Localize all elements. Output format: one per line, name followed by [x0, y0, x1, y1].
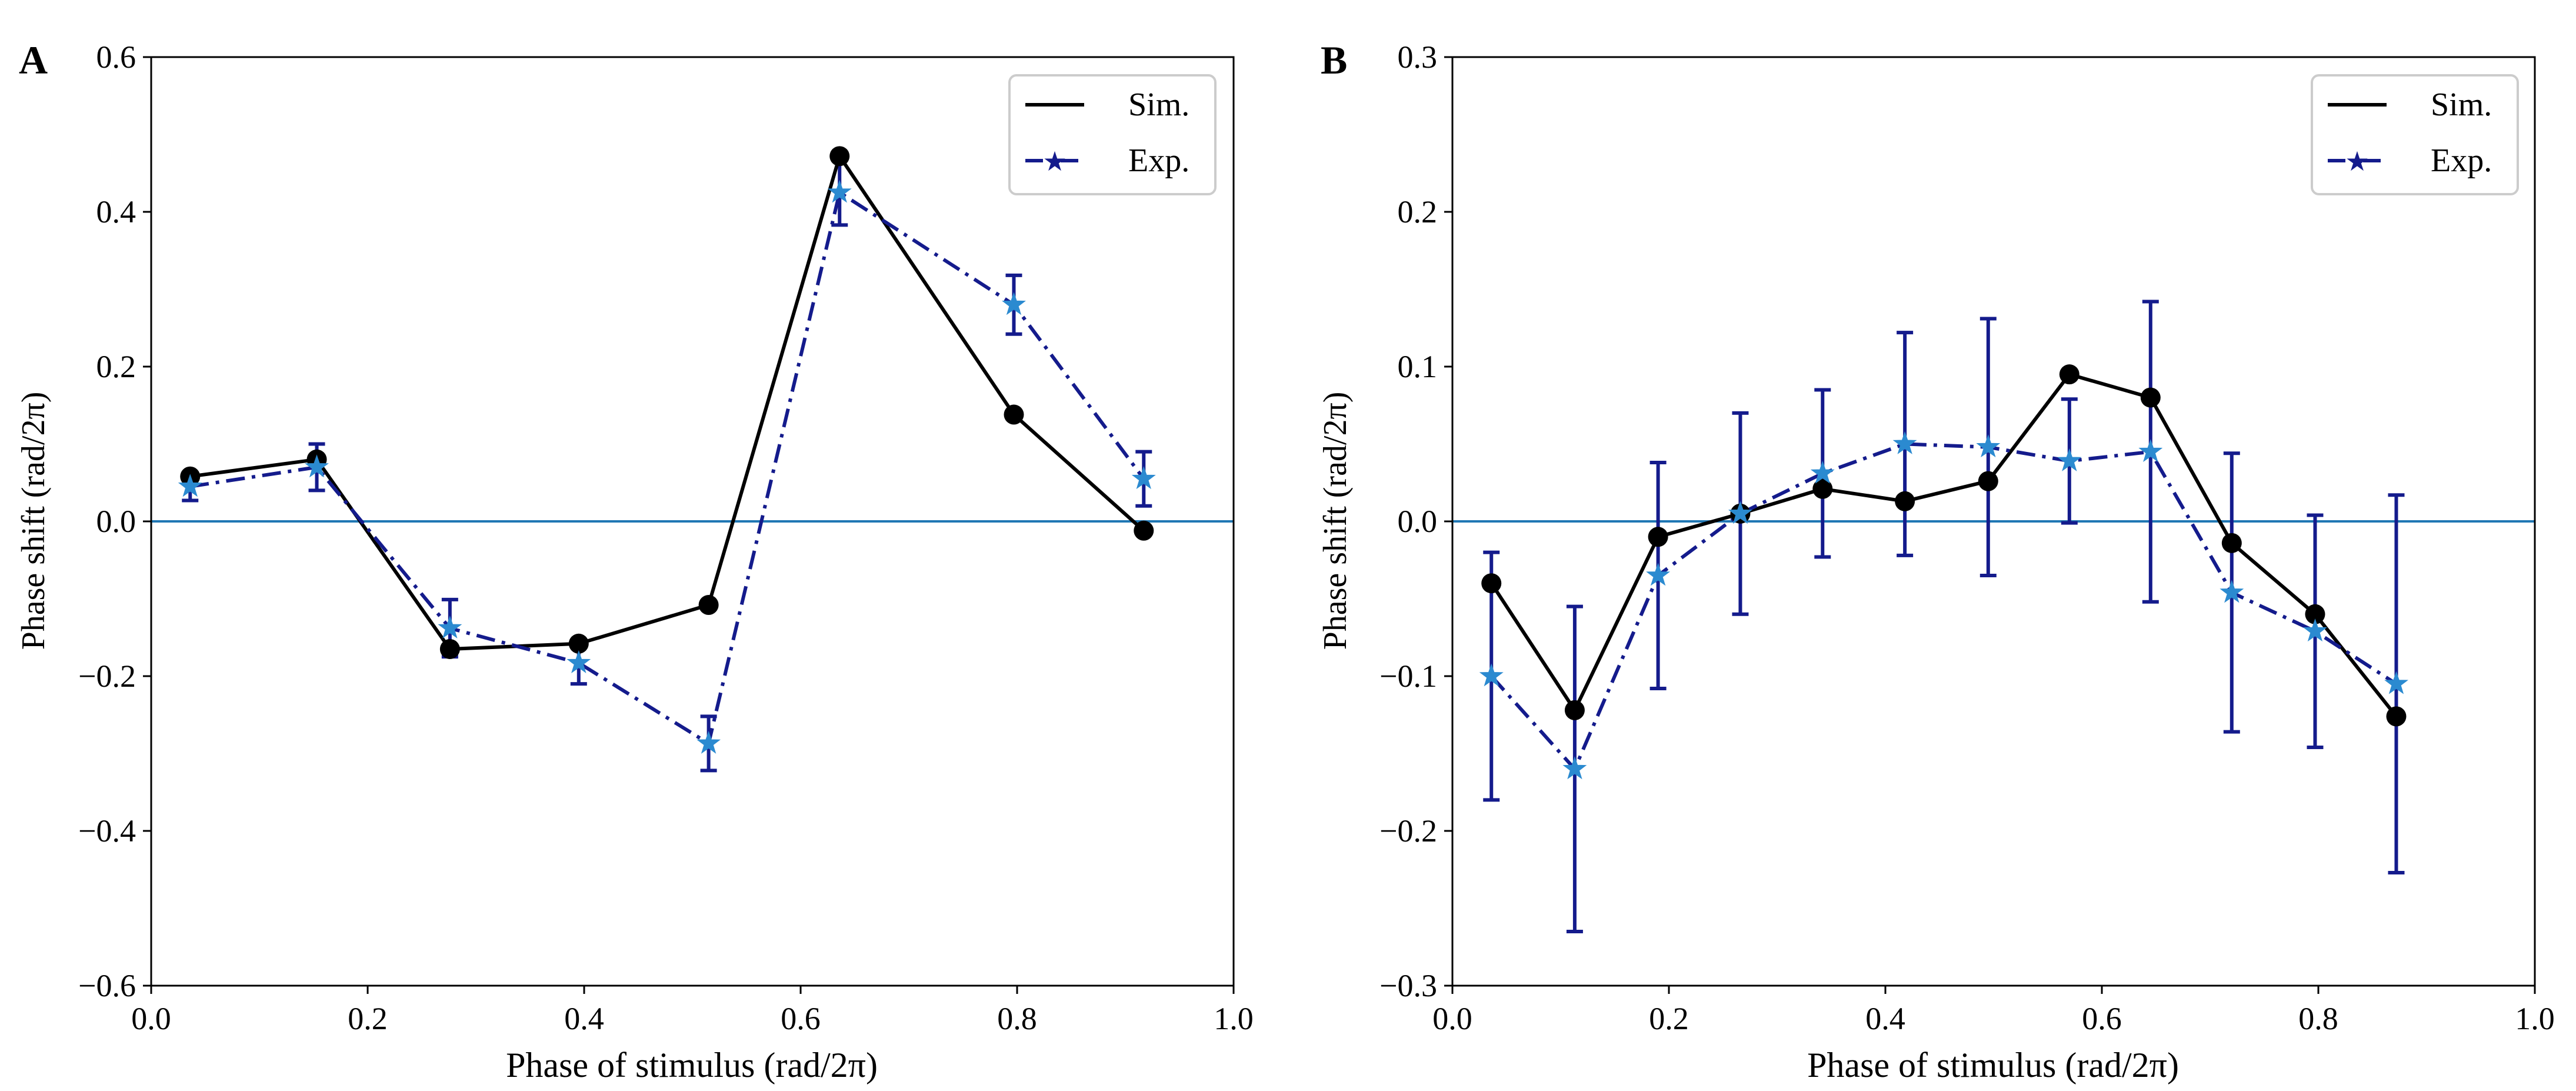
exp-point-a	[1002, 292, 1026, 315]
y-tick-label-b: 0.2	[1398, 194, 1438, 229]
x-tick-label-b: 0.6	[2082, 1001, 2122, 1036]
exp-point-b	[1892, 431, 1917, 454]
exp-point-b	[2384, 671, 2408, 694]
y-tick-label-a: 0.4	[96, 194, 136, 229]
exp-point-a	[438, 615, 462, 638]
exp-point-b	[1728, 501, 1752, 524]
exp-point-a	[178, 474, 202, 497]
y-tick-label-a: −0.4	[78, 813, 136, 849]
x-tick-label-a: 0.6	[781, 1001, 821, 1036]
panel-a: A Phase of stimulus (rad/2π) Phase shift…	[15, 38, 1254, 1085]
y-tick-label-a: −0.2	[78, 658, 136, 694]
y-tick-label-a: 0.0	[96, 504, 136, 539]
exp-point-b	[2220, 580, 2244, 603]
exp-point-b	[1810, 460, 1835, 484]
y-tick-label-a: −0.6	[78, 968, 136, 1003]
sim-point-b	[1564, 700, 1585, 720]
y-tick-label-b: 0.0	[1398, 504, 1438, 539]
plot-frame-b	[1451, 56, 2536, 987]
y-axis-label-a: Phase shift (rad/2π)	[15, 392, 52, 650]
legend-sim-label-a: Sim.	[1128, 87, 1189, 123]
exp-point-b	[1562, 756, 1587, 780]
x-tick-label-b: 0.2	[1649, 1001, 1689, 1036]
sim-point-b	[1648, 527, 1668, 547]
sim-series-line-b	[1489, 372, 2398, 718]
panel-b: B Phase of stimulus (rad/2π) Phase shift…	[1317, 38, 2555, 1085]
x-axis-label-b: Phase of stimulus (rad/2π)	[1807, 1046, 2179, 1085]
legend-exp-label-a: Exp.	[1128, 142, 1189, 179]
y-tick-label-b: −0.1	[1379, 658, 1437, 694]
exp-point-a	[1131, 466, 1156, 490]
x-tick-label-a: 0.0	[131, 1001, 171, 1036]
legend-b: Sim. ★ Exp.	[2311, 74, 2519, 195]
legend-sim-label-b: Sim.	[2431, 87, 2492, 123]
panel-label-a: A	[19, 38, 48, 82]
sim-point-b	[1812, 478, 1833, 499]
x-tick-label-b: 0.8	[2298, 1001, 2338, 1036]
exp-point-b	[1646, 563, 1671, 586]
y-tick-label-b: 0.1	[1398, 349, 1438, 384]
sim-point-a	[1134, 520, 1154, 541]
x-tick-label-b: 0.4	[1865, 1001, 1905, 1036]
y-axis-label-b: Phase shift (rad/2π)	[1317, 392, 1354, 650]
sim-point-b	[2140, 387, 2161, 408]
sim-point-a	[698, 595, 719, 616]
y-tick-label-b: 0.3	[1398, 39, 1438, 75]
y-tick-label-a: 0.6	[96, 39, 136, 75]
x-tick-label-a: 0.2	[348, 1001, 388, 1036]
y-tick-label-a: 0.2	[96, 349, 136, 384]
sim-point-a	[568, 633, 589, 654]
legend-exp-star-b: ★	[2345, 145, 2369, 177]
exp-point-b	[1976, 434, 2001, 458]
plot-frame-a	[150, 56, 1235, 987]
sim-point-b	[2386, 706, 2407, 727]
exp-point-b	[2303, 618, 2327, 642]
sim-point-b	[2221, 533, 2242, 553]
exp-point-a	[566, 650, 591, 674]
sim-point-b	[2059, 364, 2080, 385]
sim-point-b	[2305, 604, 2325, 624]
legend-a: Sim. ★ Exp.	[1008, 74, 1217, 195]
sim-point-b	[1978, 471, 1998, 491]
exp-series-line-a	[189, 191, 1145, 746]
exp-point-b	[1479, 663, 1504, 687]
x-tick-label-a: 0.8	[997, 1001, 1037, 1036]
exp-series-line-b	[1489, 442, 2398, 771]
exp-point-a	[305, 454, 329, 478]
exp-point-b	[2057, 448, 2082, 471]
x-tick-label-a: 1.0	[1214, 1001, 1254, 1036]
x-tick-label-b: 1.0	[2515, 1001, 2555, 1036]
sim-point-a	[1004, 404, 1024, 425]
sim-point-b	[1481, 573, 1502, 594]
exp-point-a	[697, 730, 721, 754]
sim-series-line-a	[189, 154, 1145, 651]
y-tick-label-b: −0.2	[1379, 813, 1437, 849]
x-tick-label-b: 0.0	[1432, 1001, 1472, 1036]
sim-point-a	[439, 638, 460, 659]
y-tick-label-b: −0.3	[1379, 968, 1437, 1003]
exp-point-a	[827, 179, 852, 203]
legend-exp-label-b: Exp.	[2431, 142, 2492, 179]
x-axis-label-a: Phase of stimulus (rad/2π)	[506, 1046, 878, 1085]
legend-exp-star-a: ★	[1042, 145, 1067, 177]
panel-label-b: B	[1321, 38, 1347, 82]
sim-point-b	[1895, 491, 1915, 511]
sim-point-a	[829, 146, 850, 167]
exp-point-b	[2138, 439, 2163, 463]
x-tick-label-a: 0.4	[564, 1001, 604, 1036]
